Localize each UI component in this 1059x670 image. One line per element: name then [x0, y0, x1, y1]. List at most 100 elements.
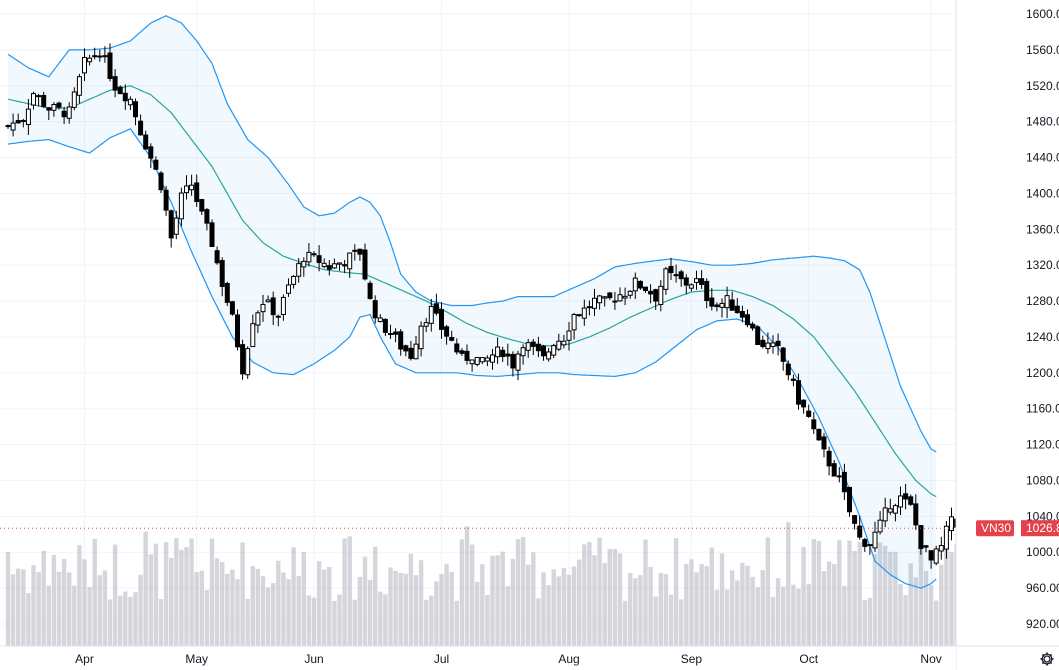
volume-bar: [158, 599, 164, 646]
candle-body: [520, 347, 526, 357]
volume-bar: [934, 600, 939, 646]
volume-bar: [551, 569, 556, 646]
month-label: Jul: [434, 652, 449, 666]
volume-bar: [429, 595, 434, 646]
candle-body: [377, 317, 383, 323]
price-tick-label: 1440.00: [1026, 151, 1059, 165]
month-label: Apr: [75, 652, 94, 666]
candle-body: [750, 323, 756, 329]
candle-body: [541, 345, 546, 357]
candle-body: [408, 347, 414, 359]
volume-bar: [301, 551, 306, 646]
candle-body: [87, 57, 93, 63]
candle-body: [444, 326, 450, 337]
volume-bar: [755, 587, 760, 646]
candle-body: [556, 340, 562, 350]
settings-gear-icon[interactable]: [1040, 652, 1054, 666]
volume-bar: [622, 600, 628, 646]
candle-body: [729, 299, 735, 311]
volume-bar: [928, 585, 934, 646]
price-axis[interactable]: 920.00 960.00 1000.00 1040.00 1080.00 1120.00…: [955, 0, 1059, 670]
price-tick-label: 1560.00: [1026, 43, 1059, 57]
candle-body: [148, 146, 154, 159]
volume-bar: [235, 579, 240, 646]
candle-body: [622, 295, 628, 299]
candle-body: [648, 290, 654, 295]
volume-bar: [26, 593, 31, 646]
volume-bar: [816, 541, 822, 646]
price-tick-label: 1400.00: [1026, 186, 1059, 200]
candle-body: [908, 496, 914, 505]
volume-bar: [709, 547, 714, 646]
volume-bar: [67, 572, 72, 646]
candle-body: [571, 313, 577, 331]
volume-bar: [566, 574, 572, 646]
volume-bar: [760, 570, 765, 646]
volume-bar: [133, 592, 138, 646]
price-tick-label: 1000.00: [1026, 545, 1059, 559]
volume-bar: [5, 552, 11, 646]
volume-bar: [597, 537, 602, 646]
candle-body: [291, 275, 297, 285]
candle-body: [178, 192, 184, 220]
candle-body: [15, 120, 21, 124]
volume-bar: [214, 558, 220, 646]
price-tick-label: 1520.00: [1026, 79, 1059, 93]
volume-bar: [128, 596, 133, 646]
volume-bar: [770, 597, 776, 646]
volume-bar: [903, 595, 908, 646]
candle-body: [469, 359, 475, 365]
volume-bar: [515, 539, 521, 646]
volume-bar: [413, 575, 419, 646]
candle-body: [617, 294, 623, 302]
candle-body: [184, 185, 189, 194]
month-label: Jun: [304, 652, 323, 666]
candle-body: [938, 545, 944, 552]
volume-bar: [658, 573, 663, 646]
candle-body: [709, 297, 715, 307]
candle-body: [602, 296, 608, 299]
candle-body: [342, 264, 348, 267]
bollinger-middle-line: [7, 85, 937, 498]
volume-bar: [821, 571, 827, 646]
candle-body: [898, 495, 903, 508]
volume-bar: [612, 548, 618, 646]
price-tick-label: 1280.00: [1026, 294, 1059, 308]
volume-bar: [245, 598, 250, 646]
candle-body: [433, 303, 439, 314]
candle-body: [745, 314, 750, 326]
volume-bar: [184, 547, 189, 646]
volume-bar: [112, 544, 118, 646]
candle-body: [168, 210, 174, 239]
candle-body: [464, 350, 470, 361]
candle-body: [510, 354, 516, 369]
candle-body: [913, 503, 919, 526]
volume-bar: [531, 552, 536, 646]
candle-body: [10, 122, 16, 131]
candle-body: [306, 251, 312, 263]
volume-bar: [719, 553, 725, 646]
price-tick-label: 1360.00: [1026, 222, 1059, 236]
volume-bar: [378, 591, 383, 646]
volume-bar: [694, 572, 699, 646]
candle-body: [224, 283, 230, 303]
volume-bar: [480, 564, 485, 646]
volume-bar: [265, 587, 271, 646]
candle-body: [321, 262, 327, 268]
last-price-tags: VN30 1026.8: [976, 520, 1059, 537]
volume-bar: [663, 574, 669, 646]
volume-bar: [842, 585, 847, 646]
candle-body: [372, 300, 378, 319]
candle-body: [459, 350, 465, 354]
volume-bar: [209, 538, 215, 646]
candle-body: [918, 525, 924, 549]
volume-bar: [918, 548, 924, 646]
time-axis[interactable]: Apr May Jun Jul Aug Sep Oct Nov: [0, 645, 1059, 670]
candle-body: [765, 342, 771, 350]
price-tick-label: 1120.00: [1026, 438, 1059, 452]
volume-bar: [939, 564, 944, 646]
volume-bar: [571, 566, 577, 646]
volume-bar: [306, 595, 312, 646]
volume-bar: [255, 569, 261, 646]
